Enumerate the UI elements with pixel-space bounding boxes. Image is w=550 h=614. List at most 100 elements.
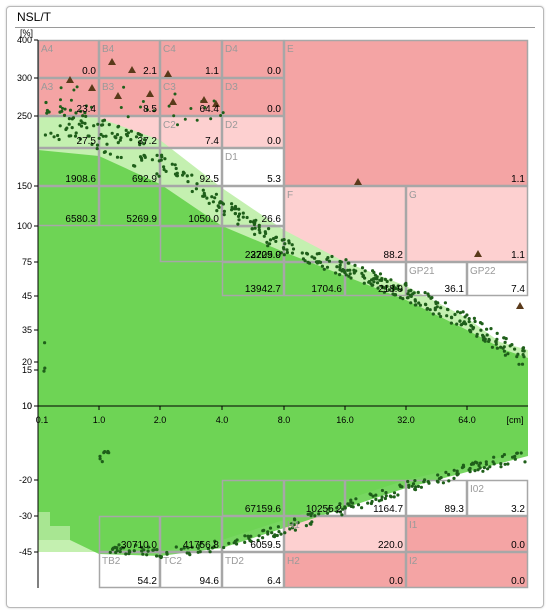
scatter-point	[119, 155, 123, 160]
scatter-point	[520, 362, 525, 366]
region-g	[406, 186, 528, 262]
region-value-label: 5269.9	[126, 214, 157, 225]
scatter-point	[446, 308, 450, 312]
scatter-point	[360, 266, 365, 270]
region-value-label: 27.5	[77, 136, 97, 147]
scatter-point	[374, 497, 378, 501]
x-tick-label: 2.0	[154, 415, 167, 425]
scatter-point	[383, 277, 387, 281]
region-value-label: 6.4	[267, 576, 281, 587]
scatter-point	[124, 128, 128, 132]
scatter-point	[162, 165, 166, 169]
scatter-point	[360, 271, 364, 275]
scatter-point	[501, 346, 505, 350]
scatter-point	[119, 547, 123, 551]
scatter-point	[471, 462, 475, 466]
scatter-point	[445, 314, 449, 318]
scatter-point	[375, 281, 380, 285]
scatter-point	[58, 124, 62, 128]
scatter-point	[139, 105, 142, 109]
scatter-point	[385, 279, 389, 284]
scatter-point	[43, 133, 48, 137]
scatter-point	[134, 135, 139, 139]
scatter-point	[129, 129, 133, 133]
scatter-point	[257, 228, 261, 232]
scatter-point	[134, 543, 138, 547]
scatter-point	[230, 205, 234, 209]
scatter-point	[146, 545, 150, 549]
scatter-point	[74, 131, 78, 135]
scatter-point	[61, 106, 64, 110]
scatter-point	[157, 159, 161, 163]
region-value-label: 30710.0	[121, 540, 158, 551]
scatter-point	[49, 131, 53, 135]
scatter-point	[447, 472, 451, 477]
scatter-point	[426, 480, 430, 484]
scatter-point	[235, 538, 239, 542]
scatter-point	[422, 480, 426, 484]
region-id-label: A4	[41, 44, 54, 55]
scatter-point	[437, 477, 442, 481]
scatter-point	[443, 301, 447, 305]
scatter-point	[406, 292, 410, 296]
region-border-gp5	[344, 261, 407, 297]
scatter-point	[369, 501, 373, 506]
scatter-point	[423, 291, 427, 295]
scatter-point	[287, 239, 291, 243]
region-d1	[222, 148, 284, 186]
scatter-point	[360, 506, 364, 510]
scatter-point	[174, 545, 178, 549]
scatter-point	[434, 301, 438, 306]
scatter-point	[62, 113, 67, 117]
scatter-point	[58, 110, 62, 114]
region-tc2	[160, 552, 222, 588]
scatter-point	[370, 278, 374, 282]
scatter-point	[106, 450, 110, 455]
scatter-point	[444, 470, 448, 474]
region-value-label: 0.0	[267, 104, 281, 115]
region-d4	[222, 40, 284, 78]
region-value-label: 36.1	[445, 284, 465, 295]
region-h1	[284, 516, 406, 552]
scatter-point	[181, 173, 185, 177]
region-border-gp22	[466, 261, 529, 297]
scatter-point	[465, 313, 469, 317]
scatter-point	[174, 166, 178, 171]
scatter-point	[389, 495, 393, 499]
region-td2	[222, 552, 284, 588]
scatter-point	[79, 124, 84, 128]
scatter-point	[257, 225, 261, 229]
scatter-point	[418, 303, 422, 307]
region-id-label: F	[287, 190, 293, 201]
scatter-point	[396, 287, 400, 291]
scatter-point	[275, 533, 279, 538]
scatter-point	[467, 468, 471, 472]
scatter-point	[283, 531, 287, 535]
scatter-point	[122, 546, 126, 550]
region-id-label: D2	[225, 120, 238, 131]
region-border-gp21	[405, 261, 468, 297]
scatter-point	[98, 454, 102, 458]
scatter-point	[190, 545, 194, 549]
scatter-point	[253, 226, 257, 230]
scatter-point	[326, 256, 330, 260]
scatter-point	[352, 268, 356, 272]
scatter-point	[382, 290, 386, 294]
scatter-point	[515, 451, 520, 455]
scatter-point	[262, 528, 266, 533]
envelope-lower-step	[38, 512, 70, 540]
scatter-point	[449, 321, 453, 325]
scatter-point	[283, 242, 287, 246]
scatter-point	[458, 311, 462, 315]
scatter-point	[157, 174, 161, 178]
scatter-point	[150, 158, 154, 162]
region-id-label: H2	[287, 556, 300, 567]
region-tb2	[99, 552, 160, 588]
scatter-point	[119, 106, 123, 109]
scatter-point	[249, 539, 253, 543]
triangle-marker	[200, 96, 208, 103]
scatter-point	[379, 498, 384, 502]
scatter-point	[458, 319, 462, 323]
scatter-point	[473, 469, 477, 473]
scatter-point	[69, 134, 73, 138]
